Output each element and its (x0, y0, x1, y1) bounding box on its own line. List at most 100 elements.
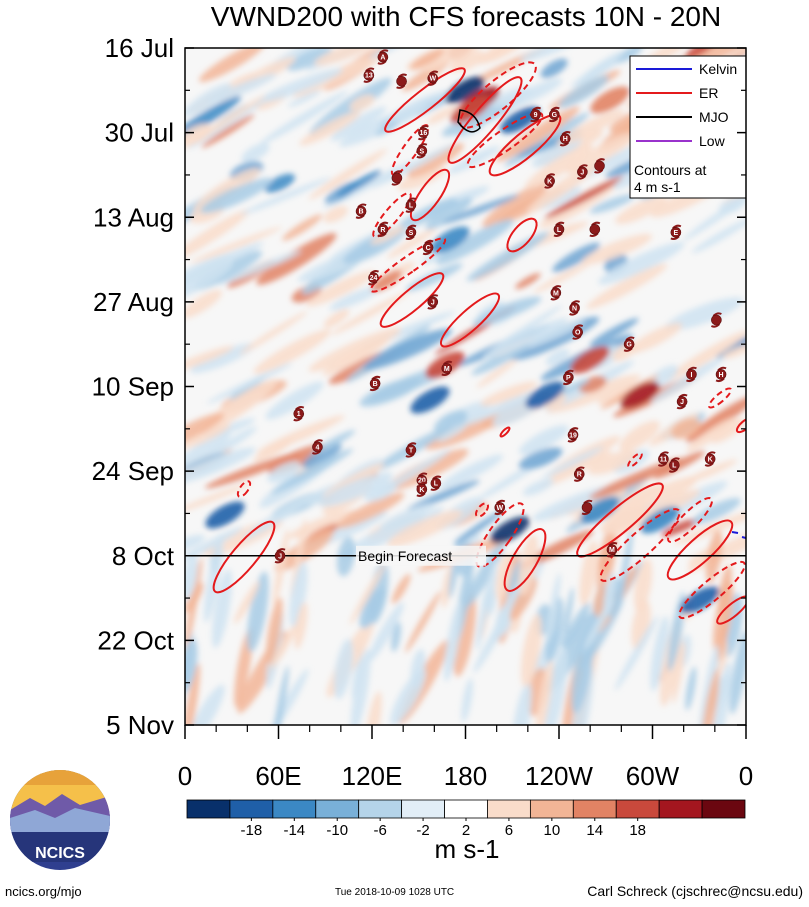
x-tick-label: 60W (626, 761, 680, 791)
cyclone-eye (391, 172, 403, 184)
colorbar-tick-label: -2 (416, 822, 429, 839)
er-contour (488, 113, 562, 177)
storm-label: H (719, 372, 724, 379)
tropical-cyclone-marker: N (569, 300, 581, 316)
er-contour (475, 502, 489, 518)
cyclone-eye (686, 369, 697, 380)
storm-label: R (380, 227, 385, 234)
er-contour (409, 168, 451, 222)
storm-label: S (420, 148, 425, 155)
storm-label: 24 (370, 275, 378, 282)
tropical-cyclone-marker: W (494, 499, 506, 516)
forecast-label: Begin Forecast (358, 548, 452, 564)
y-tick-label: 10 Sep (92, 372, 174, 402)
storm-label: 4 (316, 444, 320, 451)
tropical-cyclone-marker: 9 (530, 106, 542, 123)
cyclone-eye (670, 227, 682, 238)
storm-label: O (575, 330, 581, 337)
storm-label: S (409, 230, 414, 237)
tropical-cyclone-marker: G (548, 106, 560, 123)
er-contour (447, 76, 523, 164)
storm-label: 19 (569, 432, 577, 439)
er-contour (379, 272, 445, 328)
er-contour (499, 426, 511, 438)
colorbar-swatch (701, 799, 746, 819)
tropical-cyclone-marker: I (686, 366, 697, 383)
er-contour (506, 217, 538, 253)
tropical-cyclone-marker: L (405, 197, 417, 213)
er-contour (236, 480, 252, 498)
y-tick-label: 16 Jul (105, 33, 174, 63)
colorbar: -18 -14 -10 -6 -2 2 6 10 14 18 (186, 799, 746, 839)
cyclone-eye (704, 453, 716, 465)
cyclone-eye (368, 272, 379, 283)
colorbar-tick-label: 14 (586, 822, 603, 839)
tropical-cyclone-marker: M (606, 542, 618, 558)
colorbar-swatch (615, 799, 660, 819)
cyclone-eye (363, 69, 375, 81)
tropical-cyclone-marker: J (274, 548, 286, 564)
cyclone-eye (377, 224, 389, 235)
storm-label: J (431, 299, 435, 306)
storm-label: 1 (297, 411, 301, 418)
cyclone-eye (494, 502, 506, 513)
colorbar-tick-label: -6 (373, 822, 386, 839)
cyclone-eye (418, 127, 429, 138)
cyclone-eye (606, 544, 618, 556)
colorbar-tick-label: -10 (326, 822, 348, 839)
er-contour (707, 387, 733, 409)
storm-label: H (563, 136, 568, 143)
cyclone-eye (572, 326, 584, 338)
colorbar-swatch (529, 799, 574, 819)
y-tick-label: 22 Oct (97, 625, 174, 655)
cyclone-eye (405, 227, 417, 238)
cyclone-eye (581, 502, 593, 513)
x-tick-label: 60E (255, 761, 301, 791)
cyclone-eye (553, 224, 565, 235)
legend-note-line1: Contours at (634, 162, 706, 178)
er-contour (466, 111, 544, 169)
storm-label: I (690, 372, 692, 379)
ncics-logo: NCICS (10, 770, 110, 870)
cyclone-eye (658, 453, 669, 465)
cyclone-eye (405, 444, 417, 456)
tropical-cyclone-marker: R (377, 221, 389, 237)
cyclone-eye (573, 468, 585, 480)
cyclone-eye (369, 378, 381, 389)
cyclone-eye (569, 302, 580, 314)
storm-label: K (547, 178, 552, 185)
colorbar-tick-label: -14 (283, 822, 305, 839)
storm-label: M (609, 547, 615, 554)
storm-label: E (674, 230, 679, 237)
tropical-cyclone-marker: K (544, 173, 556, 189)
tropical-cyclone-marker: H (715, 366, 727, 383)
storm-label: L (672, 463, 677, 470)
y-tick-label: 8 Oct (112, 541, 175, 571)
storm-label: M (553, 290, 559, 297)
cyclone-eye (441, 363, 453, 374)
cyclone-eye (416, 483, 428, 495)
storm-label: T (409, 447, 414, 454)
legend-label: Kelvin (699, 61, 737, 77)
storm-label: J (680, 399, 684, 406)
storm-label: W (496, 505, 503, 512)
tropical-cyclone-marker: J (676, 393, 688, 410)
storm-label: P (566, 375, 571, 382)
colorbar-swatch (572, 799, 617, 819)
footer-timestamp: Tue 2018-10-09 1028 UTC (335, 887, 455, 898)
storm-label: K (419, 487, 424, 494)
tropical-cyclone-marker: L (430, 475, 442, 491)
tropical-cyclone-marker (396, 73, 408, 89)
storm-label: B (359, 209, 364, 216)
cyclone-eye (550, 287, 562, 299)
tropical-cyclone-marker: P (562, 369, 574, 386)
cyclone-eye (589, 224, 601, 235)
storm-label: L (557, 227, 562, 234)
y-axis: 16 Jul 30 Jul 13 Aug 27 Aug 10 Sep 24 Sep 8 Oc… (92, 33, 746, 740)
cyclone-eye (355, 205, 367, 217)
cyclone-eye (416, 145, 428, 157)
er-contour (599, 508, 681, 582)
storm-label: A (380, 55, 385, 62)
tropical-cyclone-marker: K (416, 481, 428, 497)
tropical-cyclone-marker (710, 312, 722, 328)
